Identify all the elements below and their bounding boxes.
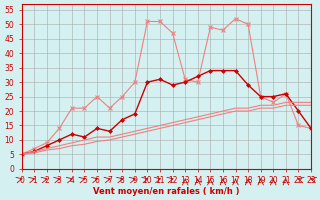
X-axis label: Vent moyen/en rafales ( km/h ): Vent moyen/en rafales ( km/h ) [93,187,240,196]
